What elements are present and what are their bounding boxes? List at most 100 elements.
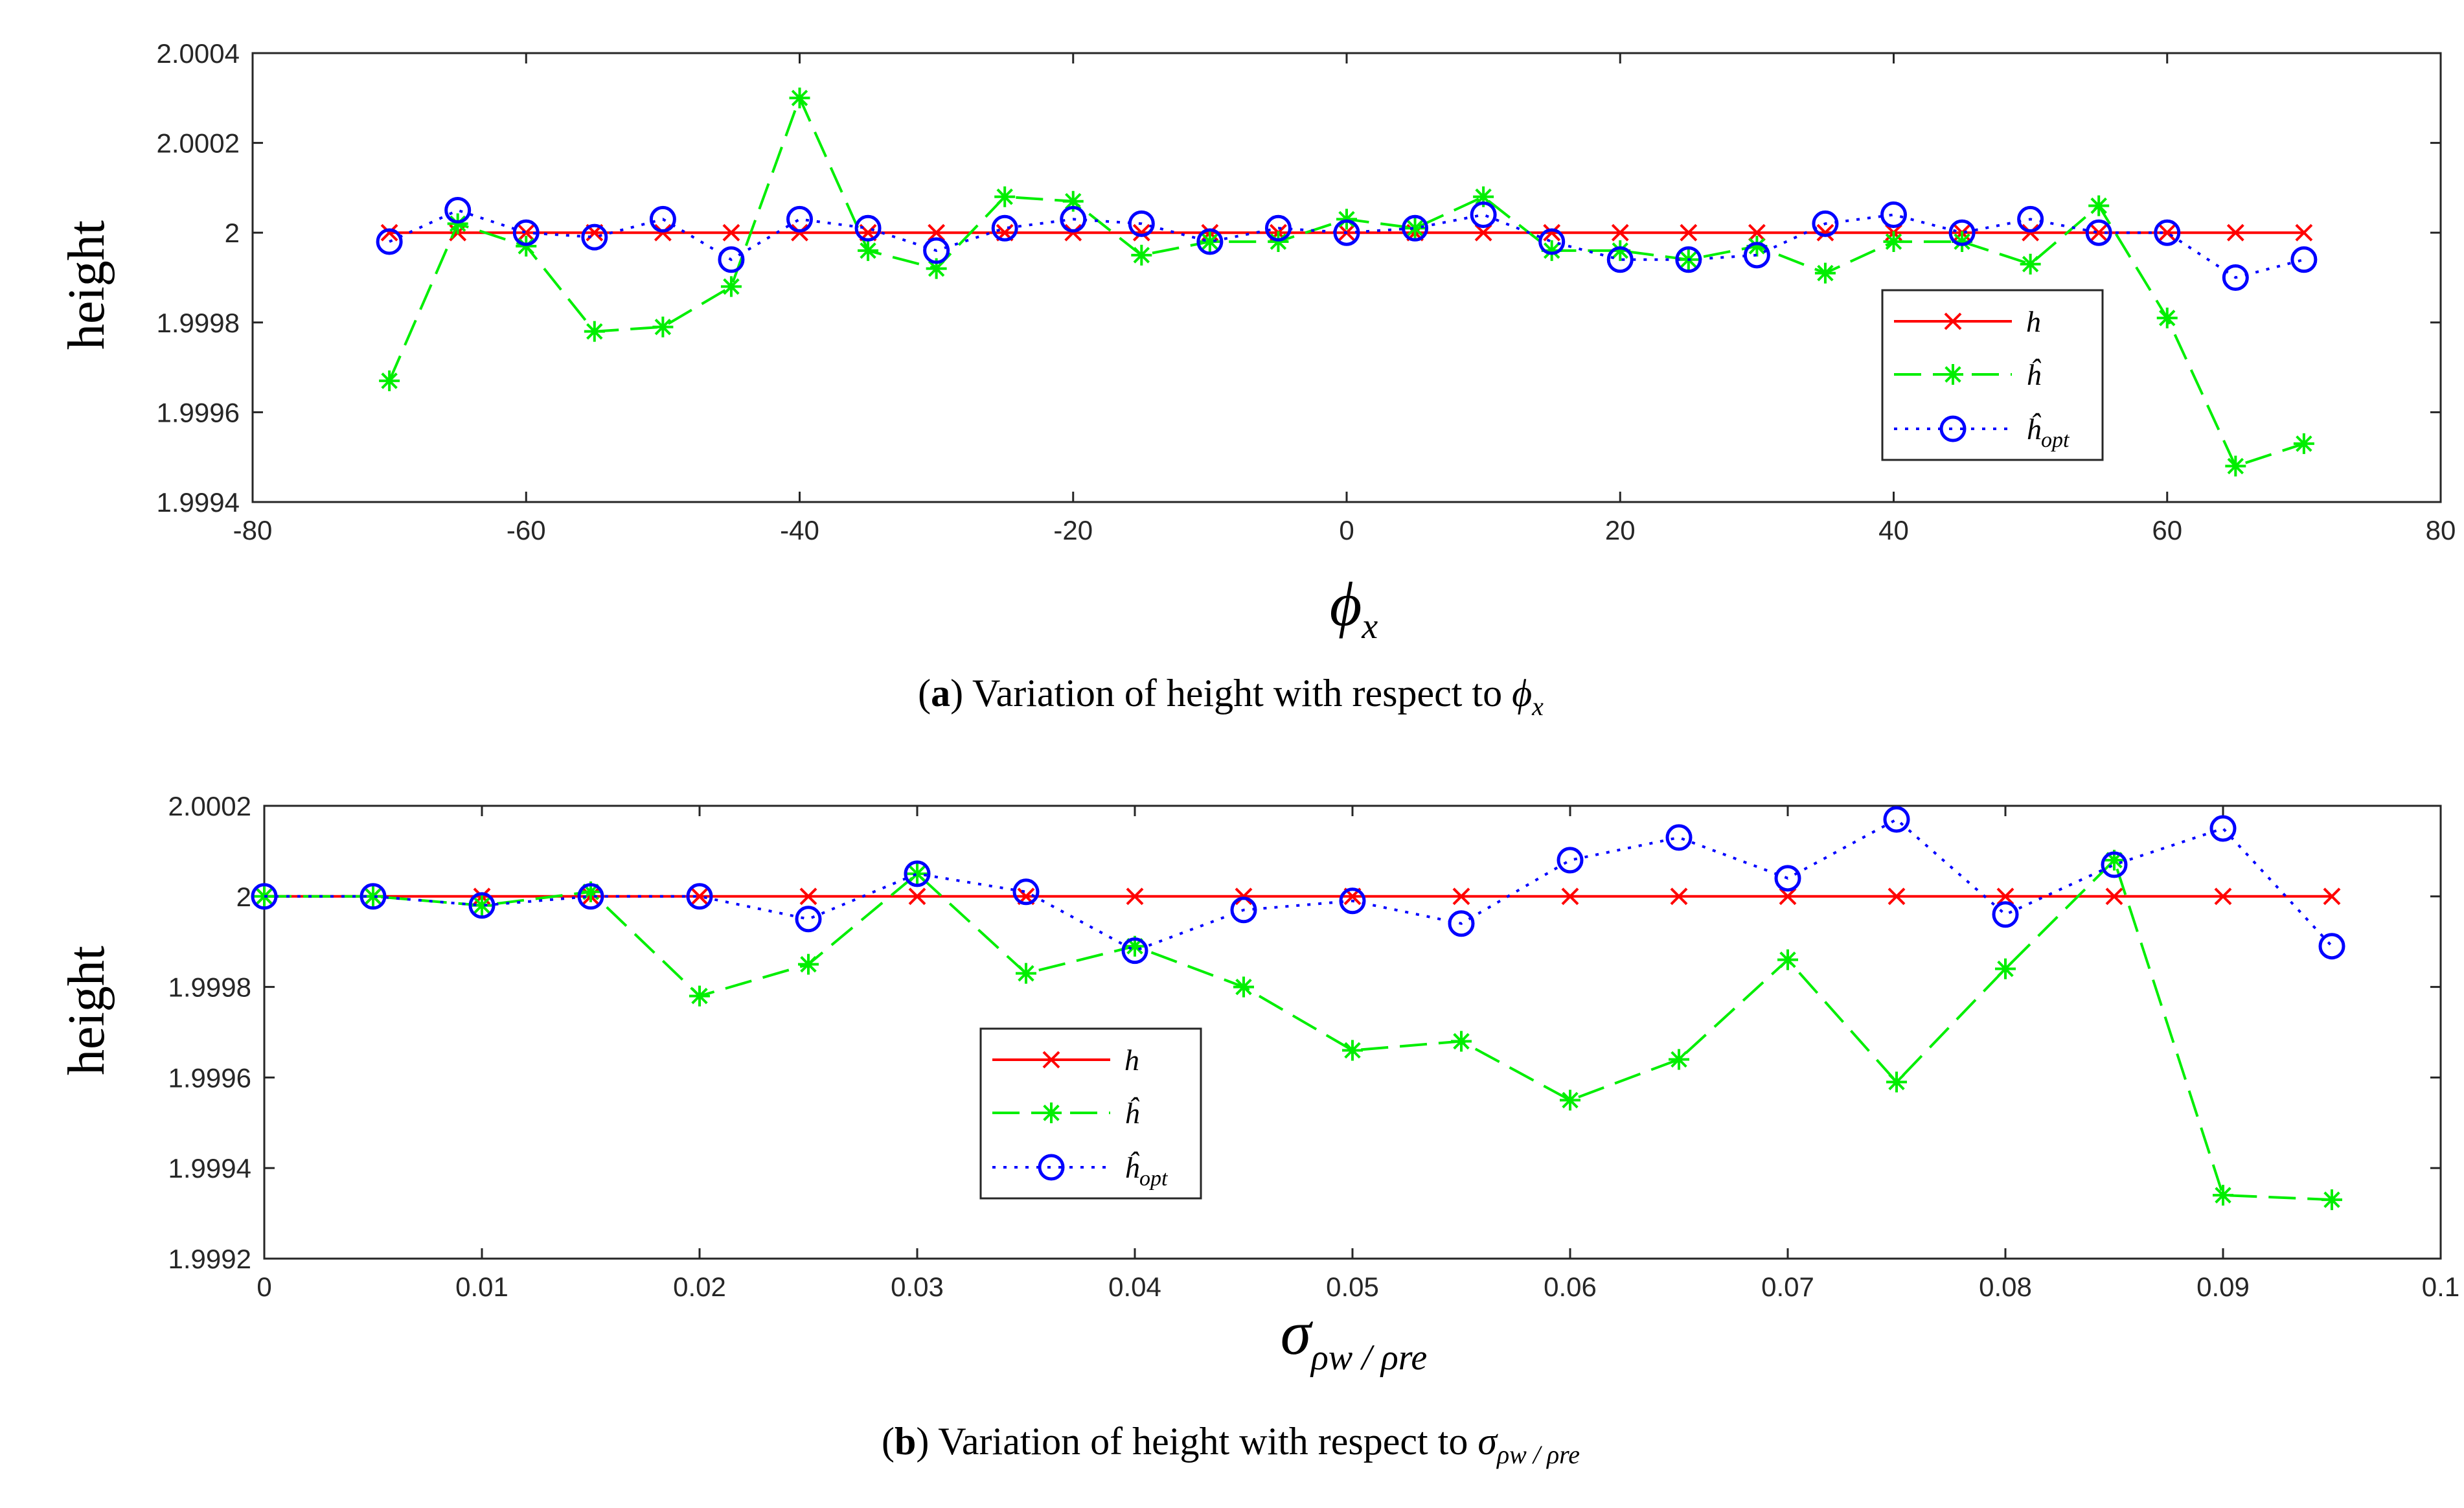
chart-a-data-point xyxy=(1336,209,1357,230)
chart-b-legend-marker xyxy=(1041,1102,1062,1123)
chart-b-data-point xyxy=(1016,963,1036,984)
chart-b-data-point xyxy=(2104,849,2125,871)
chart-b-y-tick-label: 1.9994 xyxy=(168,1153,251,1183)
chart-a-data-point xyxy=(1746,235,1768,257)
chart-a-legend-label-sub: opt xyxy=(2041,428,2070,452)
chart-a-data-point xyxy=(1402,214,1429,242)
chart-a-x-axis-label: ϕx xyxy=(1330,569,1378,646)
chart-a-data-point xyxy=(2017,205,2044,233)
chart-b-x-tick-label: 0.05 xyxy=(1326,1272,1379,1302)
chart-a-data-point xyxy=(1128,210,1155,237)
chart-a-data-point xyxy=(1611,223,1629,242)
chart-a-series-h-hat xyxy=(379,87,2314,477)
chart-b-data-point xyxy=(904,860,931,887)
chart-a-data-point xyxy=(718,246,745,273)
chart-a-x-tick-label: -80 xyxy=(233,515,273,545)
chart-a-legend-item: ĥopt xyxy=(1894,413,2070,452)
chart-a-data-point xyxy=(1404,218,1426,239)
chart-a-data-point xyxy=(1268,231,1289,253)
chart-a-data-point xyxy=(1062,190,1084,212)
chart-b-data-point xyxy=(1557,847,1584,874)
chart-a-legend-marker xyxy=(1943,364,1963,385)
chart-a-data-point xyxy=(1748,223,1766,242)
chart-a-data-point xyxy=(1743,242,1770,269)
chart-b-data-point xyxy=(1342,1040,1363,1061)
chart-b-data-point xyxy=(1235,887,1253,906)
chart-b-data-point xyxy=(2213,1185,2233,1206)
chart-a-legend-label: ĥopt xyxy=(2026,413,2070,452)
chart-a-y-tick-label: 1.9996 xyxy=(157,397,240,428)
chart-b-data-point xyxy=(689,985,710,1007)
chart-a-data-point xyxy=(584,321,605,342)
chart-a-data-point xyxy=(2222,264,2249,291)
chart-b-series-h-opt xyxy=(251,806,2345,965)
chart-a-data-point xyxy=(789,87,810,109)
chart-b-data-point xyxy=(1451,1031,1472,1052)
chart-a-data-point xyxy=(652,316,674,337)
chart-a-data-point xyxy=(2158,223,2176,242)
chart-b-data-point xyxy=(468,892,496,919)
caption-b-label: b xyxy=(895,1420,916,1463)
chart-a-series-line xyxy=(389,209,2305,279)
chart-b-data-point xyxy=(1452,887,1470,906)
chart-a-data-point xyxy=(858,240,879,261)
chart-a-legend-item: ĥ xyxy=(1894,358,2042,391)
chart-a-data-point xyxy=(1880,201,1907,228)
chart-b-data-point xyxy=(1124,935,1145,957)
chart-a-data-point xyxy=(517,223,535,242)
chart-a-data-point xyxy=(1470,201,1497,228)
chart-b-legend-label-main: ĥ xyxy=(1124,1151,1140,1184)
chart-b-data-point xyxy=(1669,1049,1689,1070)
chart-a-data-point xyxy=(1196,228,1224,255)
chart-a-y-tick-label: 2 xyxy=(225,218,240,248)
chart-a-data-point xyxy=(1606,246,1634,273)
chart-b-data-point xyxy=(580,881,601,902)
chart-b: height σρw / ρre (b) Variation of height… xyxy=(58,791,2459,1469)
chart-a-data-point xyxy=(581,223,608,251)
chart-b-data-point xyxy=(1339,887,1366,915)
caption-b-sub: ρw / ρre xyxy=(1496,1440,1580,1469)
caption-a-label: a xyxy=(931,672,950,714)
chart-b-data-point xyxy=(472,895,492,916)
chart-b-data-point xyxy=(1560,1090,1580,1111)
chart-a-data-point xyxy=(379,370,400,391)
chart-a-y-tick-label: 2.0002 xyxy=(157,128,240,159)
chart-a-data-point xyxy=(2295,223,2313,242)
chart-b-x-tick-label: 0.03 xyxy=(891,1272,944,1302)
chart-a-data-point xyxy=(1610,240,1631,261)
chart-a-data-point xyxy=(1131,244,1152,266)
chart-a-data-point xyxy=(2088,195,2110,216)
chart-a-data-point xyxy=(1816,223,1834,242)
chart-a-legend-marker xyxy=(1944,312,1962,330)
chart-a-data-point xyxy=(2225,455,2246,477)
chart-a-data-point xyxy=(1064,223,1082,242)
chart-a-data-point xyxy=(2293,433,2314,454)
chart-b-x-tick-label: 0.04 xyxy=(1108,1272,1161,1302)
chart-b-x-tick-label: 0.02 xyxy=(673,1272,726,1302)
chart-a-x-tick-label: 40 xyxy=(1878,515,1909,545)
chart-b-y-tick-label: 1.9998 xyxy=(168,972,251,1003)
chart-b-y-tick-label: 1.9996 xyxy=(168,1062,251,1093)
chart-b-data-point xyxy=(1561,887,1579,906)
chart-b-data-point xyxy=(1670,887,1688,906)
chart-b-x-tick-label: 0.06 xyxy=(1544,1272,1597,1302)
chart-a-data-point xyxy=(516,235,537,257)
chart-b-legend-label: ĥopt xyxy=(1124,1151,1169,1191)
chart-a: height ϕx (a) Variation of height with r… xyxy=(58,38,2456,721)
chart-a-data-point xyxy=(926,258,947,279)
chart-b-data-point xyxy=(1777,949,1798,970)
chart-b-series-line xyxy=(264,817,2333,952)
caption-a-text: Variation of height with respect to xyxy=(972,672,1512,714)
chart-a-data-point xyxy=(512,219,540,246)
chart-a-y-tick-label: 1.9994 xyxy=(157,487,240,518)
chart-b-data-point xyxy=(908,887,926,906)
chart-b-legend-item: ĥopt xyxy=(992,1151,1169,1191)
chart-a-data-point xyxy=(1543,223,1561,242)
chart-b-data-point xyxy=(795,906,822,933)
chart-a-data-point xyxy=(1680,223,1698,242)
chart-a-data-point xyxy=(654,223,672,242)
chart-a-data-point xyxy=(376,228,403,255)
